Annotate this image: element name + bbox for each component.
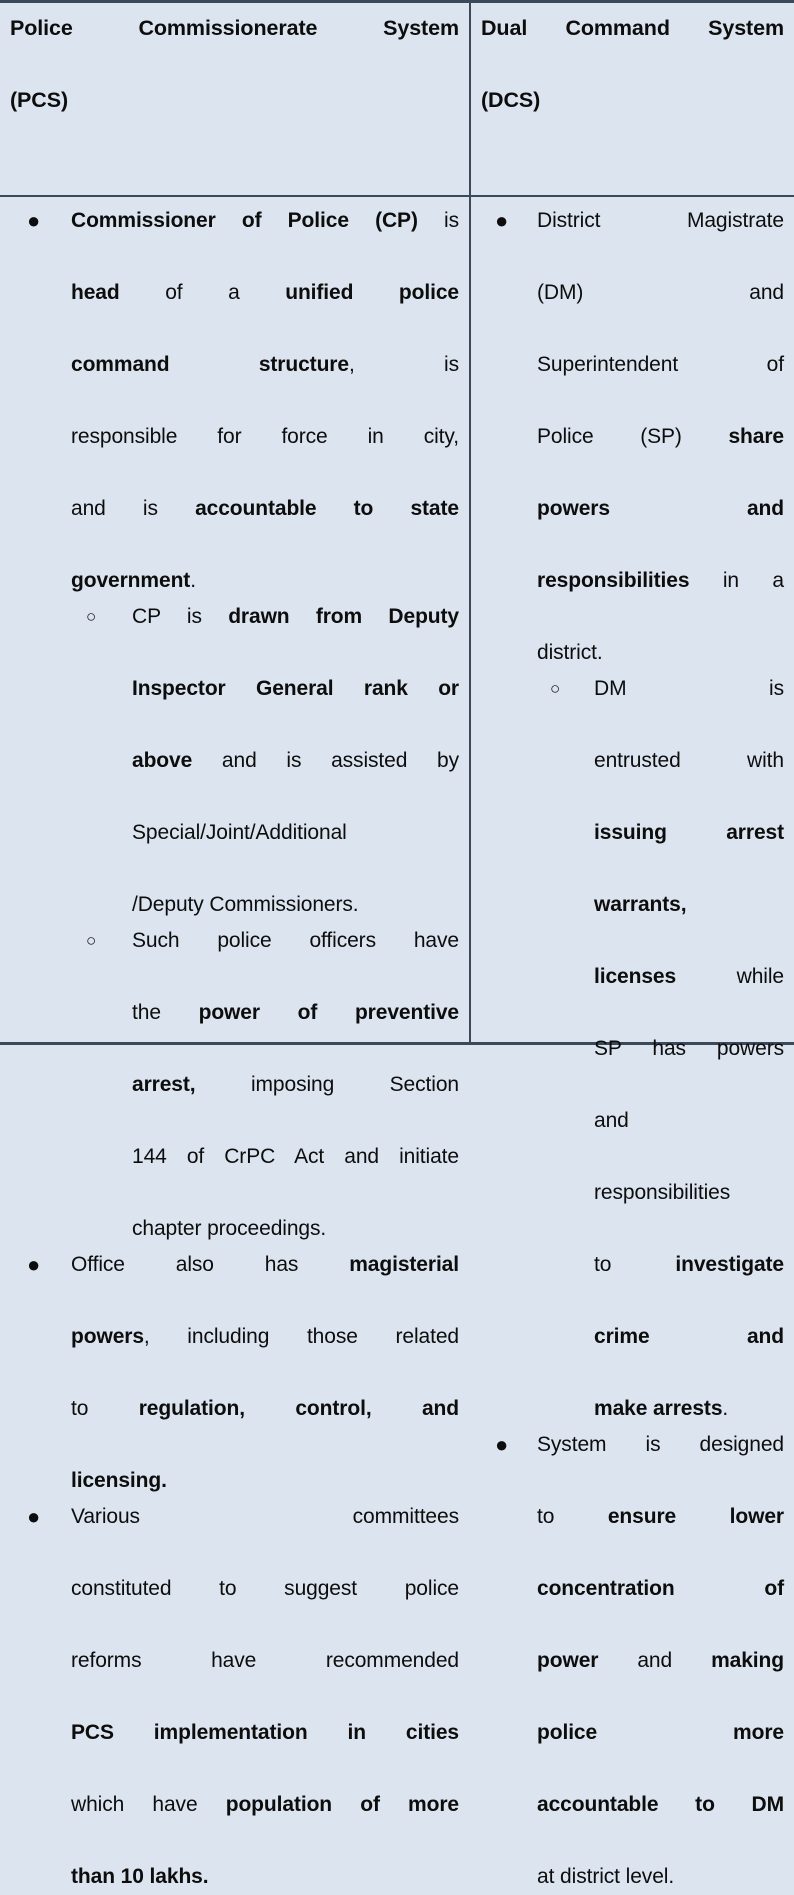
text-line: above and is assisted by bbox=[132, 749, 459, 772]
text-line: /Deputy Commissioners. bbox=[132, 893, 359, 916]
text-line: Special/Joint/Additional bbox=[132, 821, 347, 844]
text-line: CP is drawn from Deputy bbox=[132, 605, 459, 628]
sub-list-item: ○ CP is drawn from Deputy Inspector Genera… bbox=[71, 599, 459, 923]
column-header-pcs-title: Police Commissionerate System (PCS) bbox=[10, 10, 459, 190]
text-line: at district level. bbox=[537, 1865, 675, 1888]
text-line: chapter proceedings. bbox=[132, 1217, 327, 1240]
list-item: ● District Magistrate (DM) and Superintende… bbox=[481, 203, 784, 1427]
sub-bullet-list: ○ DM is entrusted with issuing arrest warran… bbox=[537, 671, 784, 1427]
list-item: ● Commissioner of Police (CP) is head of a… bbox=[10, 203, 459, 1247]
text-line: government. bbox=[71, 569, 196, 592]
text-line: entrusted with bbox=[594, 749, 784, 772]
text-line: crime and bbox=[594, 1325, 784, 1348]
sub-bullet-icon: ○ bbox=[550, 679, 561, 698]
text-line: and bbox=[594, 1109, 629, 1132]
bullet-icon: ● bbox=[27, 1252, 41, 1277]
text-line: (DCS) bbox=[481, 88, 541, 112]
text-line: Office also has magisterial bbox=[71, 1253, 459, 1276]
text-line: Police (SP) share bbox=[537, 425, 784, 448]
sub-list-item-text: CP is drawn from Deputy Inspector General… bbox=[132, 599, 459, 923]
text-line: responsibilities in a bbox=[537, 569, 784, 592]
column-header-dcs-title: Dual Command System (DCS) bbox=[481, 10, 784, 190]
text-line: to ensure lower bbox=[537, 1505, 784, 1528]
text-line: make arrests. bbox=[594, 1397, 729, 1420]
text-line: the power of preventive bbox=[132, 1001, 459, 1024]
text-line: to investigate bbox=[594, 1253, 784, 1276]
bullet-list-pcs: ● Commissioner of Police (CP) is head of a… bbox=[10, 203, 459, 1895]
sub-bullet-icon: ○ bbox=[86, 607, 97, 626]
text-line: (PCS) bbox=[10, 88, 69, 112]
bullet-icon: ● bbox=[495, 208, 509, 233]
text-line: responsible for force in city, bbox=[71, 425, 459, 448]
text-line: Inspector General rank or bbox=[132, 677, 459, 700]
list-item-text: Office also has magisterial powers, inclu… bbox=[71, 1247, 459, 1499]
text-line: licenses while bbox=[594, 965, 784, 988]
list-item-text: Commissioner of Police (CP) is head of a … bbox=[71, 203, 459, 599]
list-item-text: System is designed to ensure lower concent… bbox=[537, 1427, 784, 1895]
text-line: 144 of CrPC Act and initiate bbox=[132, 1145, 459, 1168]
table-header-row: Police Commissionerate System (PCS) Dual … bbox=[0, 3, 794, 197]
text-line: to regulation, control, and bbox=[71, 1397, 459, 1420]
text-line: issuing arrest bbox=[594, 821, 784, 844]
text-line: responsibilities bbox=[594, 1181, 731, 1204]
header-cell-dcs: Dual Command System (DCS) bbox=[471, 3, 794, 195]
text-line: concentration of bbox=[537, 1577, 784, 1600]
text-line: powers and bbox=[537, 497, 784, 520]
text-line: head of a unified police bbox=[71, 281, 459, 304]
list-item-text: District Magistrate (DM) and Superintenden… bbox=[537, 203, 784, 671]
text-line: constituted to suggest police bbox=[71, 1577, 459, 1600]
text-line: accountable to DM bbox=[537, 1793, 784, 1816]
text-line: Police Commissionerate System bbox=[10, 16, 459, 40]
bullet-icon: ● bbox=[495, 1432, 509, 1457]
sub-bullet-list: ○ CP is drawn from Deputy Inspector Genera… bbox=[71, 599, 459, 1247]
sub-list-item-text: DM is entrusted with issuing arrest warrant… bbox=[594, 671, 784, 1427]
list-item: ● System is designed to ensure lower concen… bbox=[481, 1427, 784, 1895]
text-line: power and making bbox=[537, 1649, 784, 1672]
text-line: licensing. bbox=[71, 1469, 167, 1492]
body-cell-pcs: ● Commissioner of Police (CP) is head of a… bbox=[0, 197, 471, 1888]
text-line: and is accountable to state bbox=[71, 497, 459, 520]
text-line: warrants, bbox=[594, 893, 687, 916]
text-line: than 10 lakhs. bbox=[71, 1865, 209, 1888]
list-item: ● Office also has magisterial powers, incl… bbox=[10, 1247, 459, 1499]
sub-list-item: ○ DM is entrusted with issuing arrest warran… bbox=[537, 671, 784, 1427]
list-item-text: Various committees constituted to suggest… bbox=[71, 1499, 459, 1895]
text-line: police more bbox=[537, 1721, 784, 1744]
text-line: SP has powers bbox=[594, 1037, 784, 1060]
text-line: DM is bbox=[594, 677, 784, 700]
sub-list-item: ○ Such police officers have the power of p… bbox=[71, 923, 459, 1247]
bullet-icon: ● bbox=[27, 208, 41, 233]
bullet-icon: ● bbox=[27, 1504, 41, 1529]
sub-bullet-icon: ○ bbox=[86, 931, 97, 950]
text-line: Various committees bbox=[71, 1505, 459, 1528]
table-body-row: ● Commissioner of Police (CP) is head of a… bbox=[0, 197, 794, 1888]
text-line: Commissioner of Police (CP) is bbox=[71, 209, 459, 232]
header-cell-pcs: Police Commissionerate System (PCS) bbox=[0, 3, 471, 195]
text-line: System is designed bbox=[537, 1433, 784, 1456]
body-cell-dcs: ● District Magistrate (DM) and Superintende… bbox=[471, 197, 794, 1888]
text-line: (DM) and bbox=[537, 281, 784, 304]
text-line: arrest, imposing Section bbox=[132, 1073, 459, 1096]
sub-list-item-text: Such police officers have the power of pr… bbox=[132, 923, 459, 1247]
text-line: Such police officers have bbox=[132, 929, 459, 952]
text-line: reforms have recommended bbox=[71, 1649, 459, 1672]
text-line: PCS implementation in cities bbox=[71, 1721, 459, 1744]
bullet-list-dcs: ● District Magistrate (DM) and Superintende… bbox=[481, 203, 784, 1895]
text-line: command structure, is bbox=[71, 353, 459, 376]
text-line: Dual Command System bbox=[481, 16, 784, 40]
text-line: Superintendent of bbox=[537, 353, 784, 376]
text-line: powers, including those related bbox=[71, 1325, 459, 1348]
text-line: District Magistrate bbox=[537, 209, 784, 232]
list-item: ● Various committees constituted to sugges… bbox=[10, 1499, 459, 1895]
text-line: which have population of more bbox=[71, 1793, 459, 1816]
text-line: district. bbox=[537, 641, 603, 664]
